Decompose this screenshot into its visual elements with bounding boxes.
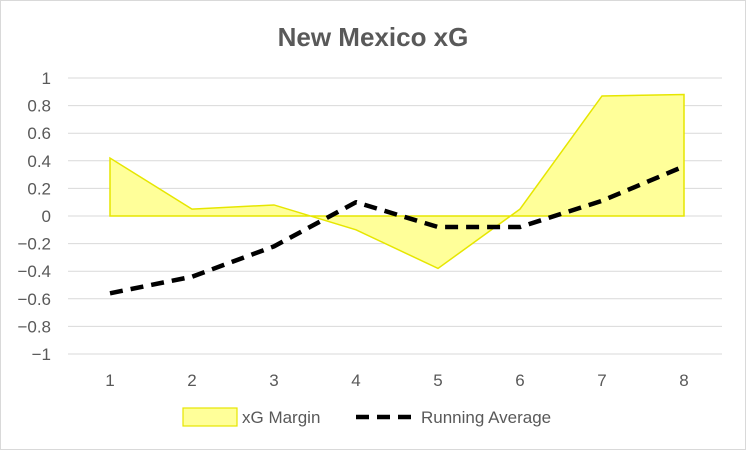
chart-title: New Mexico xG [278, 22, 469, 52]
y-tick-label: −0.6 [17, 290, 51, 309]
y-tick-label: −0.4 [17, 262, 51, 281]
x-tick-label: 2 [187, 371, 196, 390]
y-tick-label: −0.2 [17, 235, 51, 254]
xg-margin-area [109, 93, 685, 270]
y-axis: 1 0.8 0.6 0.4 0.2 0 −0.2 −0.4 −0.6 −0.8 −1 [17, 69, 51, 364]
legend-swatch-xg-margin [182, 407, 238, 427]
y-tick-label: −1 [32, 345, 51, 364]
y-tick-label: 0.8 [27, 97, 51, 116]
y-tick-label: −0.8 [17, 317, 51, 336]
x-tick-label: 5 [433, 371, 442, 390]
x-axis: 1 2 3 4 5 6 7 8 [105, 371, 688, 390]
x-tick-label: 6 [515, 371, 524, 390]
x-tick-label: 1 [105, 371, 114, 390]
y-tick-label: 1 [42, 69, 51, 88]
y-tick-label: 0.4 [27, 152, 51, 171]
y-tick-label: 0.6 [27, 124, 51, 143]
x-tick-label: 4 [351, 371, 360, 390]
x-tick-label: 3 [269, 371, 278, 390]
xg-margin-area-fill [109, 93, 685, 270]
legend: xG Margin Running Average [182, 407, 551, 427]
x-tick-label: 7 [597, 371, 606, 390]
x-tick-label: 8 [679, 371, 688, 390]
legend-label-running-average: Running Average [421, 408, 551, 427]
y-tick-label: 0.2 [27, 179, 51, 198]
y-tick-label: 0 [42, 207, 51, 226]
legend-label-xg-margin: xG Margin [242, 408, 320, 427]
